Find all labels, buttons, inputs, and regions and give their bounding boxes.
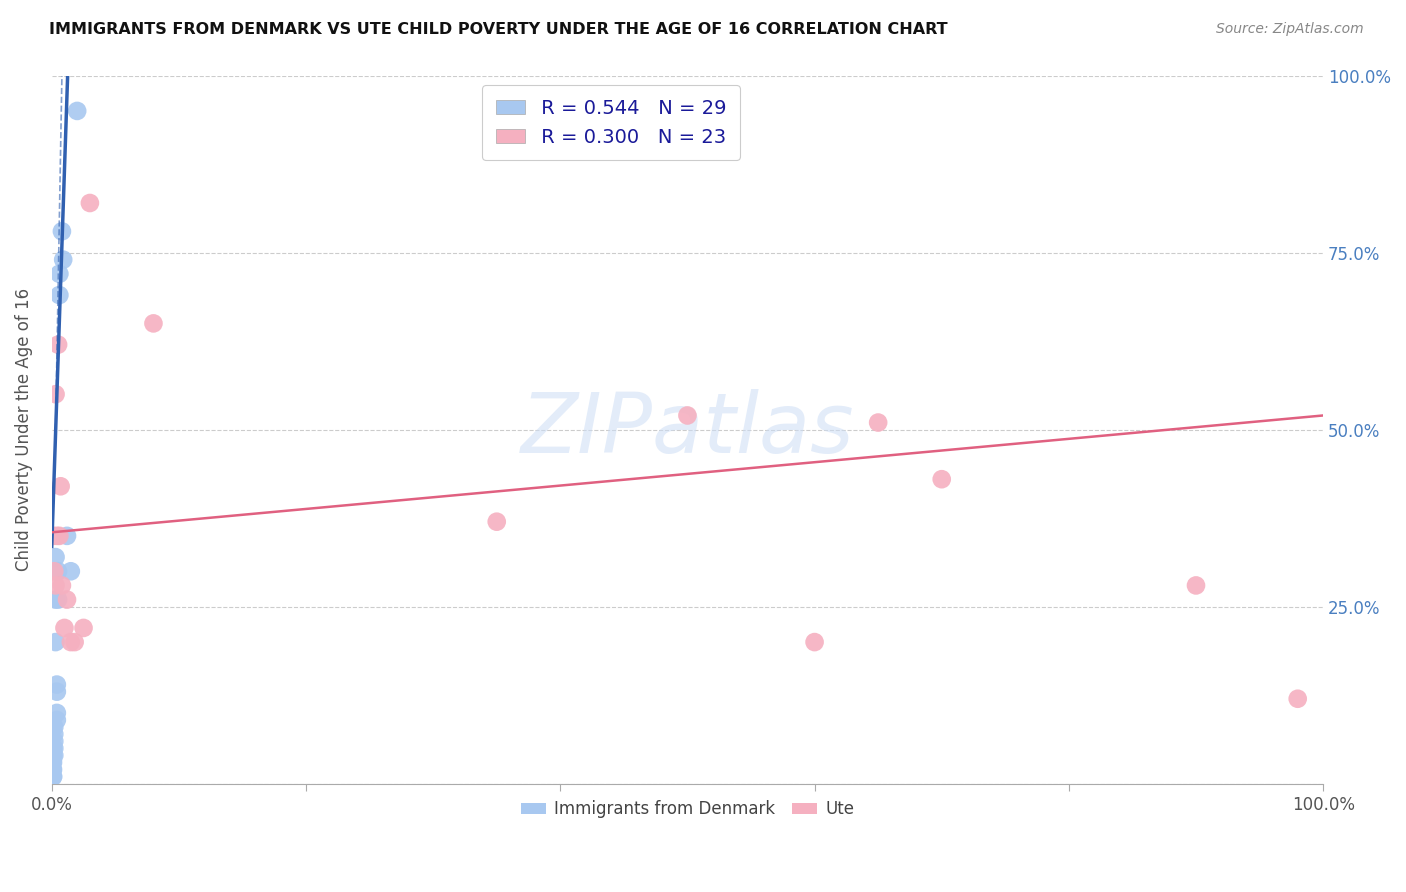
Point	[44, 734, 66, 748]
Point	[485, 515, 508, 529]
Y-axis label: Child Poverty Under the Age of 16: Child Poverty Under the Age of 16	[15, 288, 32, 571]
Point	[46, 592, 69, 607]
Legend: Immigrants from Denmark, Ute: Immigrants from Denmark, Ute	[515, 794, 860, 825]
Text: IMMIGRANTS FROM DENMARK VS UTE CHILD POVERTY UNDER THE AGE OF 16 CORRELATION CHA: IMMIGRANTS FROM DENMARK VS UTE CHILD POV…	[49, 22, 948, 37]
Point	[59, 635, 82, 649]
Point	[66, 103, 89, 118]
Point	[48, 529, 70, 543]
Point	[46, 337, 69, 351]
Point	[45, 529, 67, 543]
Point	[49, 479, 72, 493]
Point	[45, 387, 67, 401]
Point	[41, 763, 63, 777]
Point	[52, 252, 75, 267]
Point	[142, 317, 165, 331]
Point	[42, 741, 65, 756]
Point	[51, 224, 73, 238]
Point	[1185, 578, 1208, 592]
Point	[48, 267, 70, 281]
Point	[42, 748, 65, 763]
Point	[56, 592, 79, 607]
Point	[79, 196, 101, 211]
Point	[931, 472, 953, 486]
Point	[42, 763, 65, 777]
Point	[868, 416, 890, 430]
Point	[44, 748, 66, 763]
Text: Source: ZipAtlas.com: Source: ZipAtlas.com	[1216, 22, 1364, 37]
Point	[44, 727, 66, 741]
Point	[46, 564, 69, 578]
Point	[51, 578, 73, 592]
Point	[56, 529, 79, 543]
Text: ZIPatlas: ZIPatlas	[520, 389, 855, 470]
Point	[45, 684, 67, 698]
Point	[44, 564, 66, 578]
Point	[41, 756, 63, 770]
Point	[676, 409, 699, 423]
Point	[45, 592, 67, 607]
Point	[803, 635, 825, 649]
Point	[63, 635, 86, 649]
Point	[48, 288, 70, 302]
Point	[72, 621, 94, 635]
Point	[45, 713, 67, 727]
Point	[45, 550, 67, 565]
Point	[59, 564, 82, 578]
Point	[45, 578, 67, 592]
Point	[53, 621, 76, 635]
Point	[42, 529, 65, 543]
Point	[1286, 691, 1309, 706]
Point	[45, 677, 67, 691]
Point	[42, 770, 65, 784]
Point	[45, 635, 67, 649]
Point	[42, 770, 65, 784]
Point	[42, 756, 65, 770]
Point	[44, 720, 66, 734]
Point	[45, 706, 67, 720]
Point	[44, 741, 66, 756]
